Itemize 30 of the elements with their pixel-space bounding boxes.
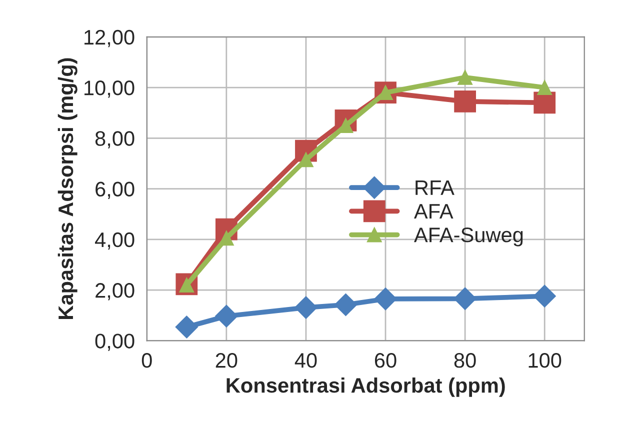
point: [175, 316, 198, 338]
point: [218, 230, 234, 246]
x-tick-label: 40: [294, 353, 317, 368]
legend-label: RFA: [416, 180, 454, 195]
y-tick-label: 2,00: [96, 283, 134, 300]
point: [454, 90, 476, 112]
legend-label: AFA-Suweg: [414, 228, 523, 246]
y-tick-label: 8,00: [95, 131, 134, 148]
point: [215, 304, 238, 328]
point: [294, 296, 318, 319]
y-tick-label: 10,00: [84, 80, 134, 98]
y-tick-label: 4,00: [95, 232, 134, 250]
legend-label: AFA: [414, 204, 454, 218]
point: [458, 70, 473, 85]
y-tick-label: 6,00: [96, 182, 134, 200]
point: [334, 293, 358, 316]
x-axis-title: Konsentrasi Adsorbat (ppm): [226, 377, 505, 397]
y-tick-label: 12,00: [84, 30, 134, 48]
x-tick-label: 80: [454, 353, 476, 368]
point: [534, 92, 556, 114]
y-tick-label: 0,00: [95, 334, 134, 351]
x-tick-label: 0: [142, 353, 152, 368]
point: [533, 284, 556, 308]
x-tick-label: 60: [374, 353, 396, 368]
point: [454, 287, 476, 310]
y-axis-title: Kapasitas Adsorpsi (mg/g): [58, 58, 78, 319]
x-tick-label: 100: [528, 353, 562, 368]
point: [374, 288, 397, 310]
x-tick-label: 20: [216, 353, 238, 368]
point: [537, 80, 552, 95]
